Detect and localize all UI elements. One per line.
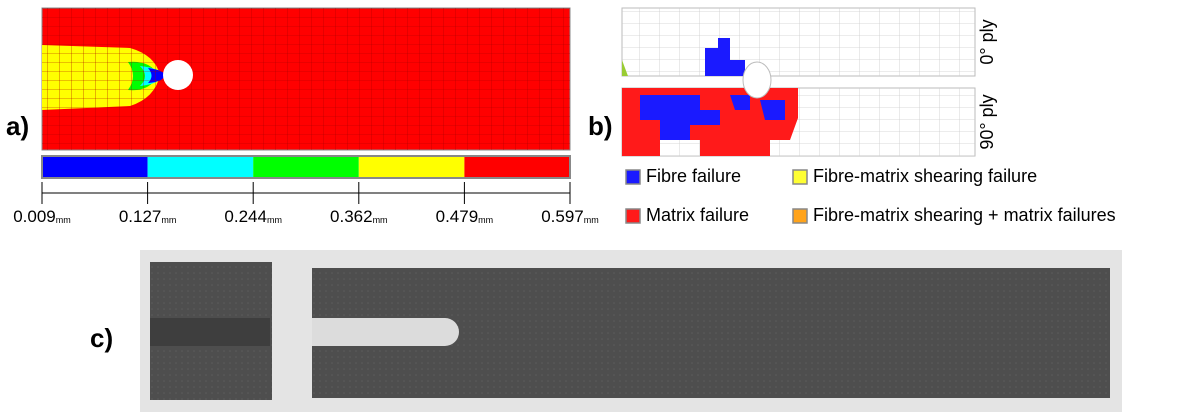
panel-label: a) — [6, 111, 29, 141]
colorbar-segment — [42, 156, 148, 178]
legend-swatch — [626, 170, 640, 184]
tick-value: 0.244 — [224, 207, 267, 226]
tick-value: 0.009 — [13, 207, 56, 226]
specimen-photo — [140, 250, 1122, 412]
tick-label: 0.479mm — [436, 207, 494, 226]
legend-swatch — [793, 170, 807, 184]
tick-unit: mm — [56, 215, 71, 225]
legend-label: Fibre-matrix shearing + matrix failures — [813, 205, 1116, 225]
tick-label: 0.009mm — [13, 207, 71, 226]
tick-value: 0.362 — [330, 207, 373, 226]
colorbar-segment — [464, 156, 570, 178]
tick-unit: mm — [478, 215, 493, 225]
tick-unit: mm — [373, 215, 388, 225]
tick-label: 0.127mm — [119, 207, 177, 226]
legend: Fibre failure Fibre-matrix shearing failu… — [626, 166, 1116, 225]
legend-label: Fibre-matrix shearing failure — [813, 166, 1037, 186]
tick-value: 0.127 — [119, 207, 162, 226]
colorbar-segment — [253, 156, 359, 178]
contour-plot — [42, 8, 570, 150]
tick-value: 0.597 — [541, 207, 584, 226]
tick-unit: mm — [161, 215, 176, 225]
colorbar-segment — [359, 156, 465, 178]
figure: 0.009mm0.127mm0.244mm0.362mm0.479mm0.597… — [0, 0, 1187, 412]
tick-label: 0.597mm — [541, 207, 599, 226]
tick-unit: mm — [267, 215, 282, 225]
legend-swatch — [793, 209, 807, 223]
tick-label: 0.244mm — [224, 207, 282, 226]
tick-unit: mm — [584, 215, 599, 225]
legend-label: Matrix failure — [646, 205, 749, 225]
tick-label: 0.362mm — [330, 207, 388, 226]
panel-label: c) — [90, 323, 113, 353]
ply-label: 90° ply — [977, 94, 997, 149]
colorbar-segment — [148, 156, 254, 178]
panel-label: b) — [588, 111, 613, 141]
legend-label: Fibre failure — [646, 166, 741, 186]
failure-map — [622, 8, 975, 156]
tick-value: 0.479 — [436, 207, 479, 226]
legend-swatch — [626, 209, 640, 223]
ply-label: 0° ply — [977, 19, 997, 64]
